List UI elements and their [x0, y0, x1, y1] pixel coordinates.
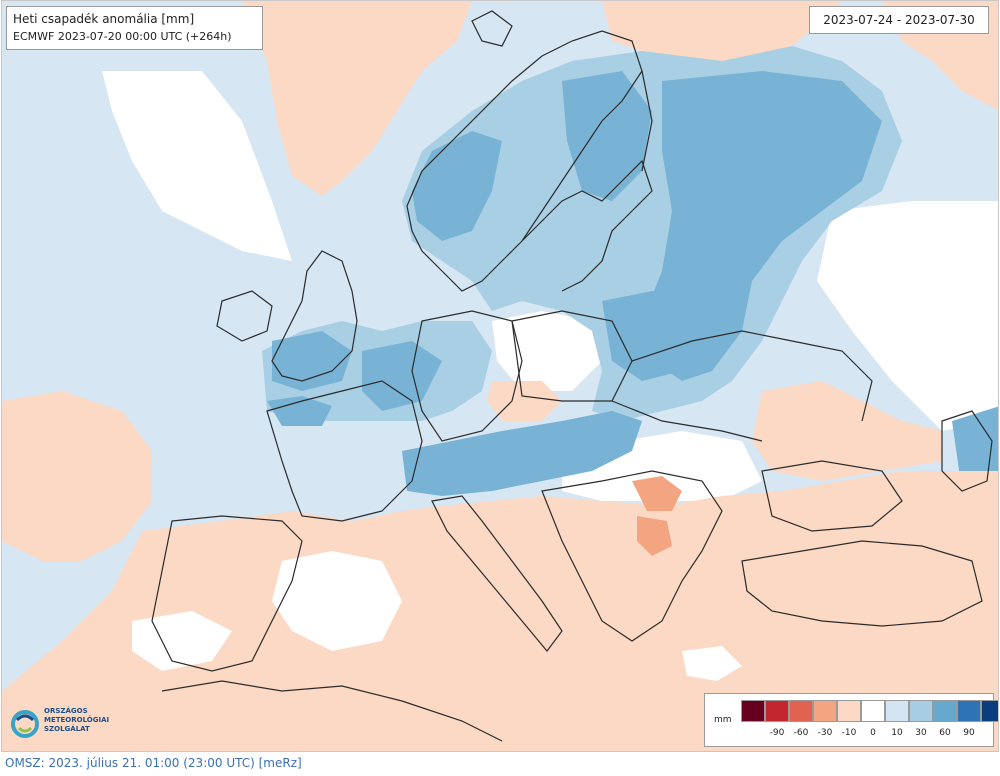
poland-wet-anomaly	[602, 291, 712, 381]
legend-tick-label: 0	[870, 728, 876, 738]
greenland-dry-anomaly	[242, 1, 472, 196]
czech-dry-anomaly	[487, 381, 562, 421]
balkan-outline	[541, 470, 723, 642]
legend-ticks: -90 -60 -30 -10 0 10 30 60 90	[741, 726, 998, 740]
finland-wet-anomaly	[562, 71, 652, 201]
legend-swatch	[765, 700, 789, 722]
color-legend: mm -90 -60 -30 -10 0 10 30 60 90	[704, 693, 998, 747]
southern-europe-dry-anomaly	[2, 471, 998, 751]
map-title: Heti csapadék anomália [mm]	[13, 12, 195, 26]
uk-outline	[271, 250, 358, 382]
iberia-dry-anomaly	[2, 391, 152, 561]
white-area-sicily	[682, 646, 742, 681]
legend-swatch	[933, 700, 957, 722]
white-area-mediterranean	[272, 551, 402, 651]
legend-tick-label: -10	[841, 728, 857, 738]
benelux-wet-anomaly	[362, 341, 442, 411]
footer-timestamp: OMSZ: 2023. július 21. 01:00 (23:00 UTC)…	[5, 756, 302, 770]
legend-swatch	[957, 700, 981, 722]
africa-coast	[161, 680, 503, 742]
eastern-border-2	[611, 400, 763, 442]
legend-swatch	[981, 700, 998, 722]
date-range-box: 2023-07-24 - 2023-07-30	[809, 6, 989, 34]
france-west-wet-anomaly	[267, 396, 332, 426]
black-sea-outline	[761, 460, 903, 532]
caspian-outline	[941, 410, 993, 492]
legend-swatches	[741, 700, 998, 722]
baltic-coast	[521, 159, 653, 292]
alps-wet-anomaly	[402, 411, 642, 496]
omsz-logo: ORSZÁGOS METEOROLÓGIAI SZOLGÁLAT	[11, 704, 131, 748]
legend-swatch	[789, 700, 813, 722]
eastern-europe-dry-anomaly	[752, 381, 942, 481]
iberia-outline	[151, 515, 303, 672]
legend-tick-label: -90	[769, 728, 785, 738]
finland-russia-border	[641, 70, 653, 172]
map-frame: Heti csapadék anomália [mm] ECMWF 2023-0…	[1, 0, 999, 752]
ireland-outline	[216, 290, 273, 342]
serbia-dry-anomaly	[632, 476, 682, 511]
coastlines-and-borders	[151, 10, 993, 742]
italy-outline	[431, 495, 563, 652]
france-outline	[266, 380, 423, 522]
omsz-logo-icon	[11, 710, 39, 738]
map-title-box: Heti csapadék anomália [mm] ECMWF 2023-0…	[6, 6, 263, 50]
scandinavia-coast	[406, 30, 643, 292]
legend-tick-label: 30	[915, 728, 927, 738]
legend-tick-label: 10	[891, 728, 903, 738]
model-run-info: ECMWF 2023-07-20 00:00 UTC (+264h)	[13, 30, 232, 43]
omsz-logo-text: ORSZÁGOS METEOROLÓGIAI SZOLGÁLAT	[44, 707, 110, 733]
precipitation-anomaly-map	[2, 1, 998, 751]
legend-tick-label: -60	[793, 728, 809, 738]
legend-swatch	[861, 700, 885, 722]
legend-tick-label: 90	[963, 728, 975, 738]
legend-unit: mm	[714, 715, 732, 725]
poland-outline	[511, 310, 633, 402]
legend-tick-label: -30	[817, 728, 833, 738]
white-area-northeast	[817, 201, 998, 431]
legend-swatch	[909, 700, 933, 722]
uk-wet-anomaly	[272, 331, 352, 391]
white-area-west	[102, 71, 292, 261]
germany-outline	[411, 310, 523, 442]
turkey-outline	[741, 540, 983, 627]
legend-swatch	[837, 700, 861, 722]
legend-swatch	[813, 700, 837, 722]
legend-swatch	[885, 700, 909, 722]
white-area-iberia	[132, 611, 232, 671]
eastern-border-1	[631, 330, 873, 422]
legend-swatch	[741, 700, 765, 722]
bulgaria-dry-anomaly	[637, 516, 672, 556]
svalbard-coast	[471, 10, 513, 47]
legend-tick-label: 60	[939, 728, 951, 738]
